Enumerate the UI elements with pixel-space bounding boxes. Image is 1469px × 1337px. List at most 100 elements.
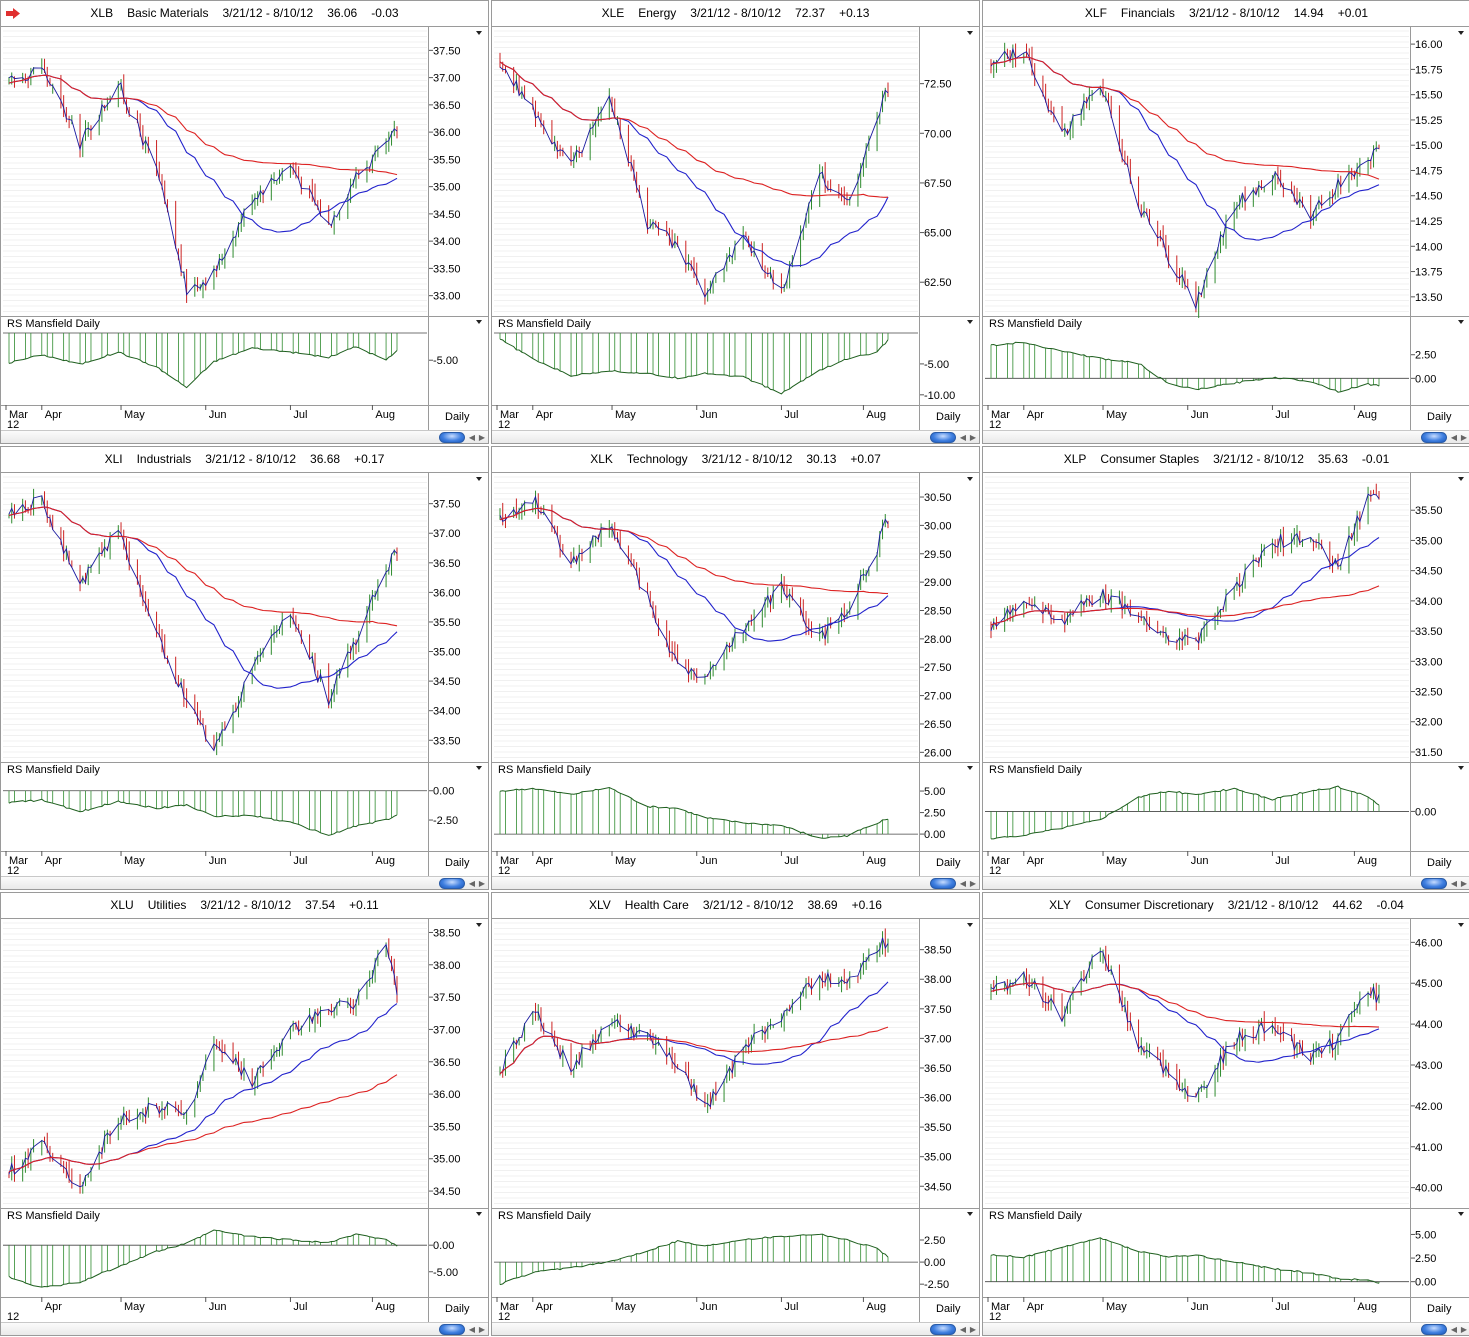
month-label: Jul [784,855,798,867]
horizontal-scrollbar[interactable]: ◀ ▶ [982,876,1469,890]
scroll-left-icon[interactable]: ◀ [468,1325,476,1334]
scroll-left-icon[interactable]: ◀ [468,433,476,442]
scroll-thumb[interactable] [1421,1324,1447,1335]
rs-tick-label: -5.00 [433,1267,458,1279]
rs-histogram [499,333,889,392]
scroll-left-icon[interactable]: ◀ [468,879,476,888]
interval-label[interactable]: Daily [445,411,470,423]
price-chart: 37.50 37.00 36.50 36.00 35.50 35.00 34.50 34.00… [0,473,489,878]
horizontal-scrollbar[interactable]: ◀ ▶ [982,1322,1469,1336]
scroll-thumb[interactable] [930,1324,956,1335]
pane-menu-icon[interactable] [967,766,973,770]
interval-label[interactable]: Daily [936,857,961,869]
month-label: Jul [293,855,307,867]
scroll-left-icon[interactable]: ◀ [959,879,967,888]
month-label: May [1106,409,1127,421]
scroll-left-icon[interactable]: ◀ [1450,1325,1458,1334]
rs-tick-label: 5.00 [1415,1229,1436,1241]
interval-label[interactable]: Daily [1427,857,1452,869]
horizontal-scrollbar[interactable]: ◀ ▶ [0,876,489,890]
pane-menu-icon[interactable] [476,1212,482,1216]
horizontal-scrollbar[interactable]: ◀ ▶ [0,430,489,444]
price-change: +0.07 [850,452,881,466]
month-label: Mar [9,855,28,867]
pane-menu-icon[interactable] [1458,477,1464,481]
scroll-thumb[interactable] [930,878,956,889]
scroll-left-icon[interactable]: ◀ [1450,433,1458,442]
rs-tick-label: -2.50 [433,815,458,827]
scroll-right-icon[interactable]: ▶ [1460,433,1468,442]
rs-tick-label: -5.00 [433,355,458,367]
pane-menu-icon[interactable] [1458,923,1464,927]
price-change: +0.17 [354,452,385,466]
symbol-label: XLI [104,452,123,466]
pane-menu-icon[interactable] [967,1212,973,1216]
price-tick-label: 15.25 [1415,115,1443,127]
year-label: 12 [7,865,20,877]
scroll-right-icon[interactable]: ▶ [1460,1325,1468,1334]
rs-indicator-label: RS Mansfield Daily [7,318,100,330]
scroll-thumb[interactable] [439,1324,465,1335]
pane-menu-icon[interactable] [476,923,482,927]
horizontal-scrollbar[interactable]: ◀ ▶ [491,1322,980,1336]
scroll-thumb[interactable] [930,432,956,443]
scroll-thumb[interactable] [1421,432,1447,443]
scroll-right-icon[interactable]: ▶ [969,433,977,442]
scroll-right-icon[interactable]: ▶ [969,1325,977,1334]
price-tick-label: 28.50 [924,605,952,617]
pane-menu-icon[interactable] [967,477,973,481]
month-label: Mar [500,855,519,867]
pane-menu-icon[interactable] [967,320,973,324]
pane-menu-icon[interactable] [967,31,973,35]
scroll-left-icon[interactable]: ◀ [1450,879,1458,888]
chart-header: XLK Technology 3/21/12 - 8/10/12 30.13 +0.07 [491,446,980,473]
scroll-thumb[interactable] [1421,878,1447,889]
month-label: May [124,1301,145,1313]
pane-menu-icon[interactable] [1458,320,1464,324]
rs-tick-label: 0.00 [433,1240,454,1252]
scroll-right-icon[interactable]: ▶ [969,879,977,888]
interval-label[interactable]: Daily [1427,411,1452,423]
pane-menu-icon[interactable] [476,766,482,770]
scroll-right-icon[interactable]: ▶ [1460,879,1468,888]
rs-tick-label: -5.00 [924,359,949,371]
pane-menu-icon[interactable] [476,31,482,35]
month-label: Aug [866,855,886,867]
horizontal-scrollbar[interactable]: ◀ ▶ [0,1322,489,1336]
sector-name: Technology [626,452,688,466]
pane-menu-icon[interactable] [476,320,482,324]
interval-label[interactable]: Daily [445,1303,470,1315]
year-label: 12 [498,865,511,877]
date-range: 3/21/12 - 8/10/12 [205,452,297,466]
month-label: Aug [866,409,886,421]
price-tick-label: 26.00 [924,747,952,759]
rs-tick-label: 0.00 [433,786,454,798]
horizontal-scrollbar[interactable]: ◀ ▶ [491,430,980,444]
price-tick-label: 15.75 [1415,64,1443,76]
pane-menu-icon[interactable] [1458,1212,1464,1216]
scroll-right-icon[interactable]: ▶ [478,879,486,888]
scroll-left-icon[interactable]: ◀ [959,433,967,442]
pane-menu-icon[interactable] [967,923,973,927]
scroll-left-icon[interactable]: ◀ [959,1325,967,1334]
red-arrow-icon[interactable] [6,8,20,19]
scroll-thumb[interactable] [439,432,465,443]
scroll-right-icon[interactable]: ▶ [478,1325,486,1334]
pane-menu-icon[interactable] [1458,31,1464,35]
scroll-right-icon[interactable]: ▶ [478,433,486,442]
month-label: Mar [991,409,1010,421]
interval-label[interactable]: Daily [1427,1303,1452,1315]
price-tick-label: 35.50 [433,154,461,166]
rs-indicator-label: RS Mansfield Daily [498,1210,591,1222]
horizontal-scrollbar[interactable]: ◀ ▶ [982,430,1469,444]
horizontal-scrollbar[interactable]: ◀ ▶ [491,876,980,890]
interval-label[interactable]: Daily [936,1303,961,1315]
scroll-thumb[interactable] [439,878,465,889]
interval-label[interactable]: Daily [445,857,470,869]
rs-histogram [499,787,889,839]
moving-average-short [499,507,889,642]
pane-menu-icon[interactable] [1458,766,1464,770]
pane-menu-icon[interactable] [476,477,482,481]
moving-average-short [8,1003,398,1173]
interval-label[interactable]: Daily [936,411,961,423]
